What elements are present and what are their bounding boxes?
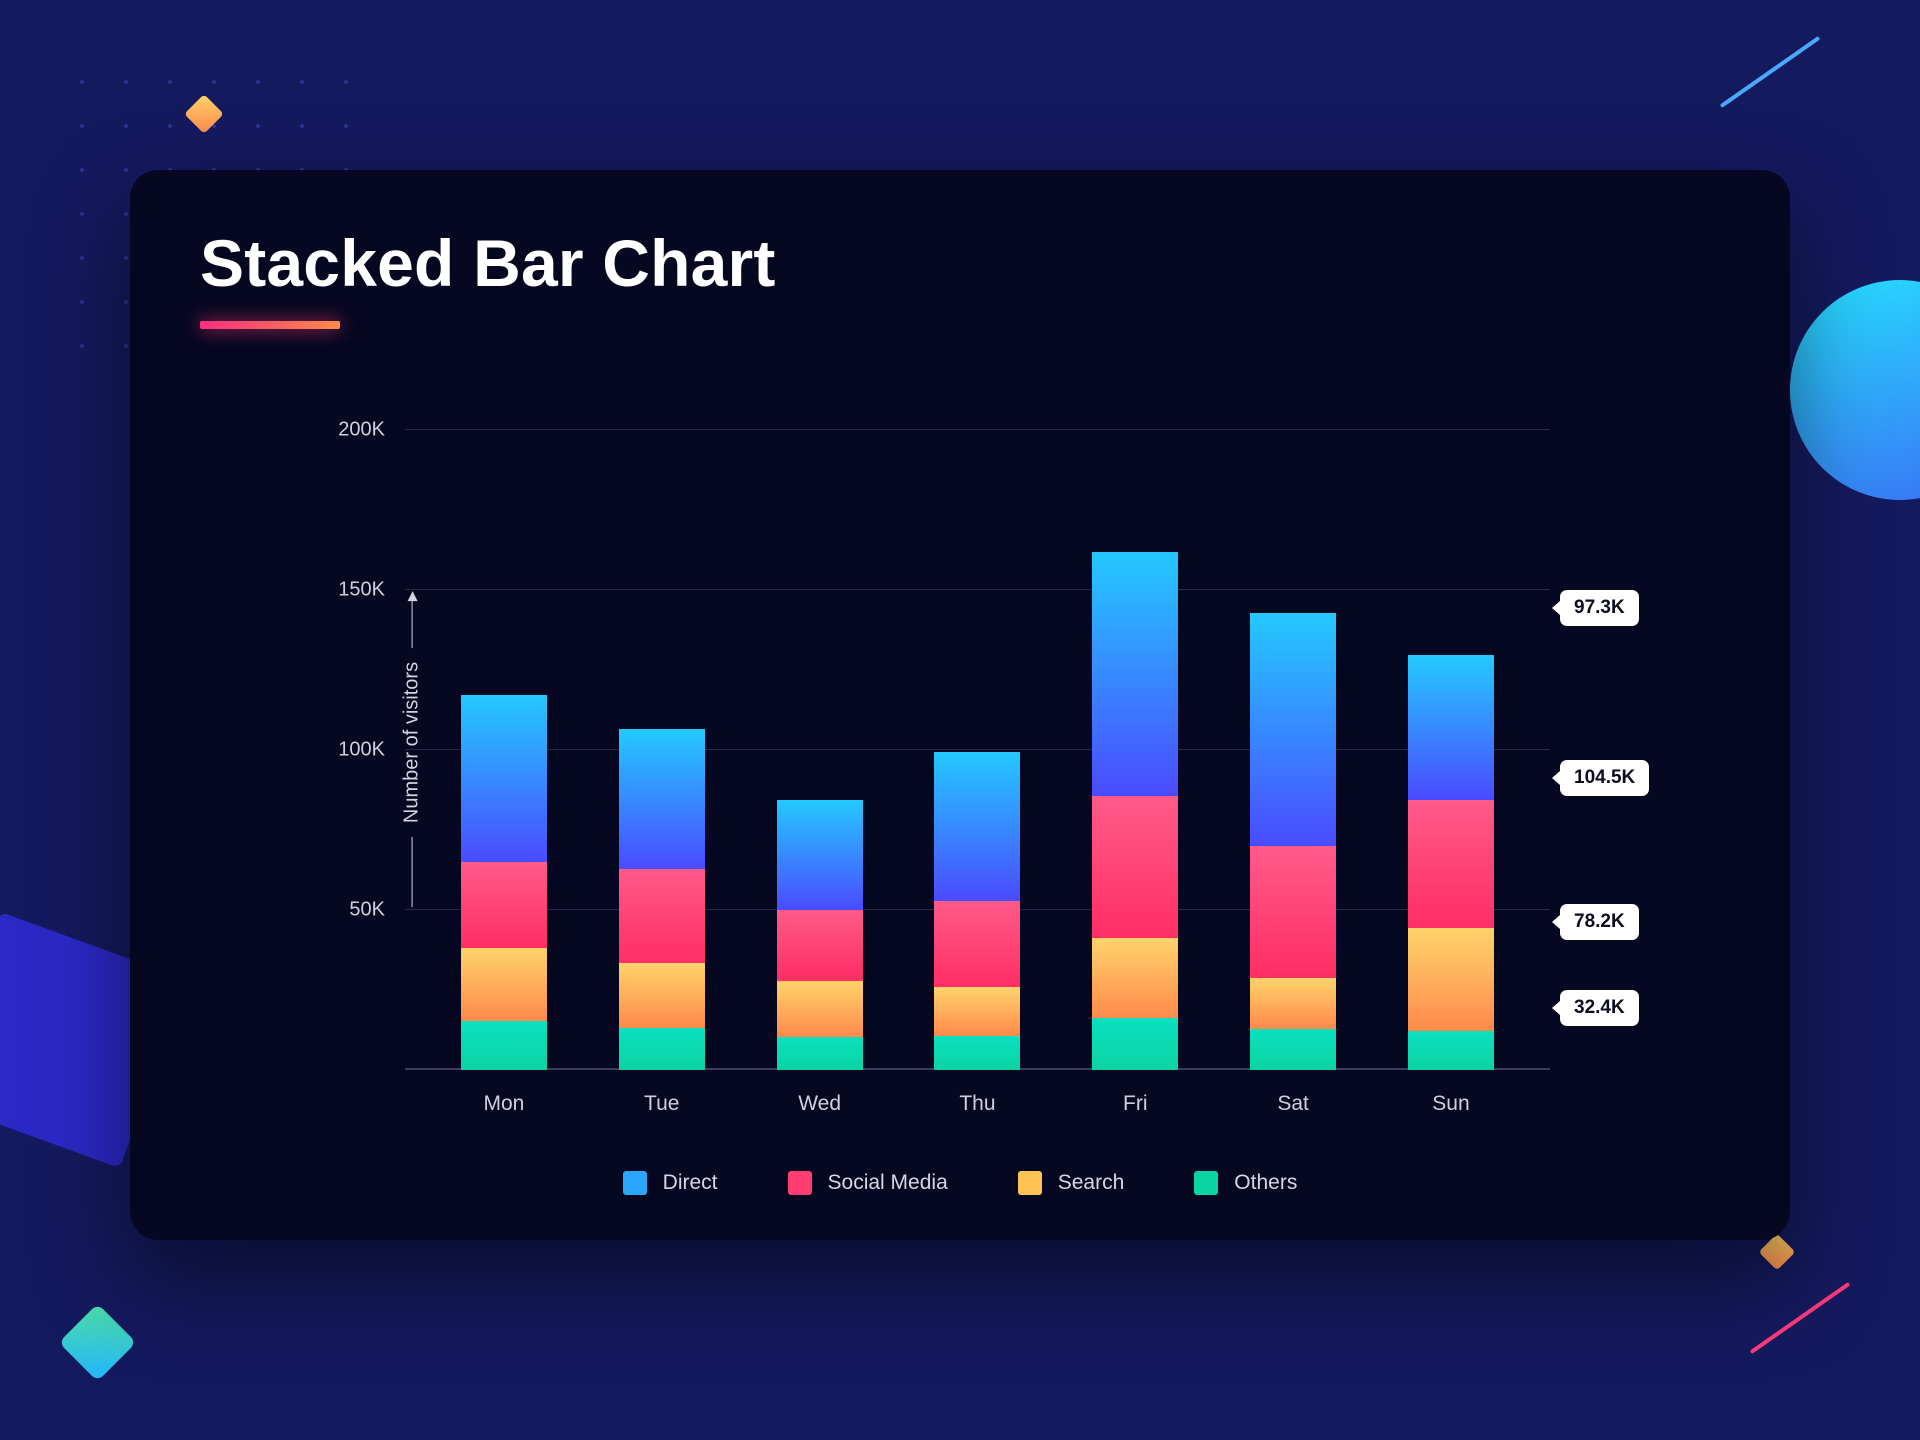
- bar-segment-others: [1250, 1029, 1336, 1070]
- value-badge: 78.2K: [1560, 904, 1639, 940]
- legend-label: Social Media: [828, 1171, 948, 1195]
- x-tick-label: Sat: [1277, 1092, 1309, 1116]
- legend-swatch-icon: [1018, 1171, 1042, 1195]
- bar-stack: [1408, 555, 1494, 1070]
- bar-segment-others: [1408, 1031, 1494, 1070]
- bar-segment-social-media: [619, 869, 705, 962]
- legend-swatch-icon: [788, 1171, 812, 1195]
- bg-circle-icon: [1790, 280, 1920, 500]
- bar-column: Sat: [1250, 430, 1336, 1070]
- plot-area: 50K100K150K200KMonTueWedThuFriSatSun97.3…: [405, 430, 1550, 1070]
- bar-stack: [777, 654, 863, 1070]
- bar-stack: [934, 619, 1020, 1070]
- legend-label: Others: [1234, 1171, 1297, 1195]
- bar-segment-social-media: [1408, 800, 1494, 929]
- bg-line-br-icon: [1750, 1282, 1851, 1354]
- bar-segment-social-media: [1250, 846, 1336, 978]
- x-tick-label: Mon: [483, 1092, 524, 1116]
- legend-swatch-icon: [623, 1171, 647, 1195]
- bar-segment-others: [619, 1028, 705, 1070]
- bars-container: Mon Tue Wed Thu Fri Sat Sun: [405, 430, 1550, 1070]
- bar-segment-others: [1092, 1018, 1178, 1070]
- x-tick-label: Thu: [959, 1092, 995, 1116]
- bar-stack: [1250, 529, 1336, 1070]
- legend-item: Others: [1194, 1171, 1297, 1195]
- bar-segment-social-media: [777, 910, 863, 981]
- bar-segment-social-media: [461, 862, 547, 948]
- x-tick-label: Tue: [644, 1092, 679, 1116]
- bar-column: Thu: [934, 430, 1020, 1070]
- bar-segment-direct: [1092, 552, 1178, 797]
- bar-segment-social-media: [1092, 796, 1178, 937]
- bar-stack: [1092, 494, 1178, 1070]
- x-tick-label: Fri: [1123, 1092, 1148, 1116]
- bar-segment-others: [934, 1036, 1020, 1070]
- legend-label: Direct: [663, 1171, 718, 1195]
- bg-square-icon: [59, 1304, 137, 1382]
- bar-segment-direct: [1250, 613, 1336, 846]
- bar-segment-search: [934, 987, 1020, 1037]
- bar-segment-others: [461, 1021, 547, 1070]
- bar-segment-direct: [777, 800, 863, 910]
- legend-item: Social Media: [788, 1171, 948, 1195]
- y-tick-label: 200K: [338, 419, 385, 442]
- bar-column: Tue: [619, 430, 705, 1070]
- bar-segment-direct: [934, 752, 1020, 901]
- bar-segment-direct: [461, 695, 547, 861]
- legend-swatch-icon: [1194, 1171, 1218, 1195]
- legend-item: Search: [1018, 1171, 1125, 1195]
- bar-segment-search: [619, 963, 705, 1028]
- x-tick-label: Sun: [1432, 1092, 1469, 1116]
- legend: Direct Social Media Search Others: [130, 1171, 1790, 1195]
- bar-stack: [461, 580, 547, 1070]
- chart-title: Stacked Bar Chart: [200, 225, 1720, 301]
- bar-segment-social-media: [934, 901, 1020, 987]
- bar-column: Mon: [461, 430, 547, 1070]
- bar-segment-search: [1408, 928, 1494, 1031]
- title-underline: [200, 321, 340, 329]
- bar-stack: [619, 603, 705, 1070]
- bar-segment-search: [1250, 978, 1336, 1029]
- bar-segment-search: [461, 948, 547, 1021]
- legend-label: Search: [1058, 1171, 1125, 1195]
- bar-segment-search: [777, 981, 863, 1037]
- bar-segment-search: [1092, 938, 1178, 1019]
- y-tick-label: 50K: [349, 899, 385, 922]
- bar-segment-direct: [619, 729, 705, 869]
- bar-column: Fri: [1092, 430, 1178, 1070]
- bar-segment-others: [777, 1037, 863, 1070]
- legend-item: Direct: [623, 1171, 718, 1195]
- x-tick-label: Wed: [798, 1092, 841, 1116]
- value-badge: 97.3K: [1560, 590, 1639, 626]
- y-tick-label: 100K: [338, 739, 385, 762]
- bar-segment-direct: [1408, 655, 1494, 799]
- bar-column: Wed: [777, 430, 863, 1070]
- chart-card: Stacked Bar Chart Number of visitors 50K…: [130, 170, 1790, 1240]
- y-tick-label: 150K: [338, 579, 385, 602]
- chart-area: Number of visitors 50K100K150K200KMonTue…: [295, 430, 1670, 1070]
- value-badge: 32.4K: [1560, 990, 1639, 1026]
- value-badge: 104.5K: [1560, 760, 1649, 796]
- bg-line-icon: [1720, 36, 1821, 108]
- bar-column: Sun: [1408, 430, 1494, 1070]
